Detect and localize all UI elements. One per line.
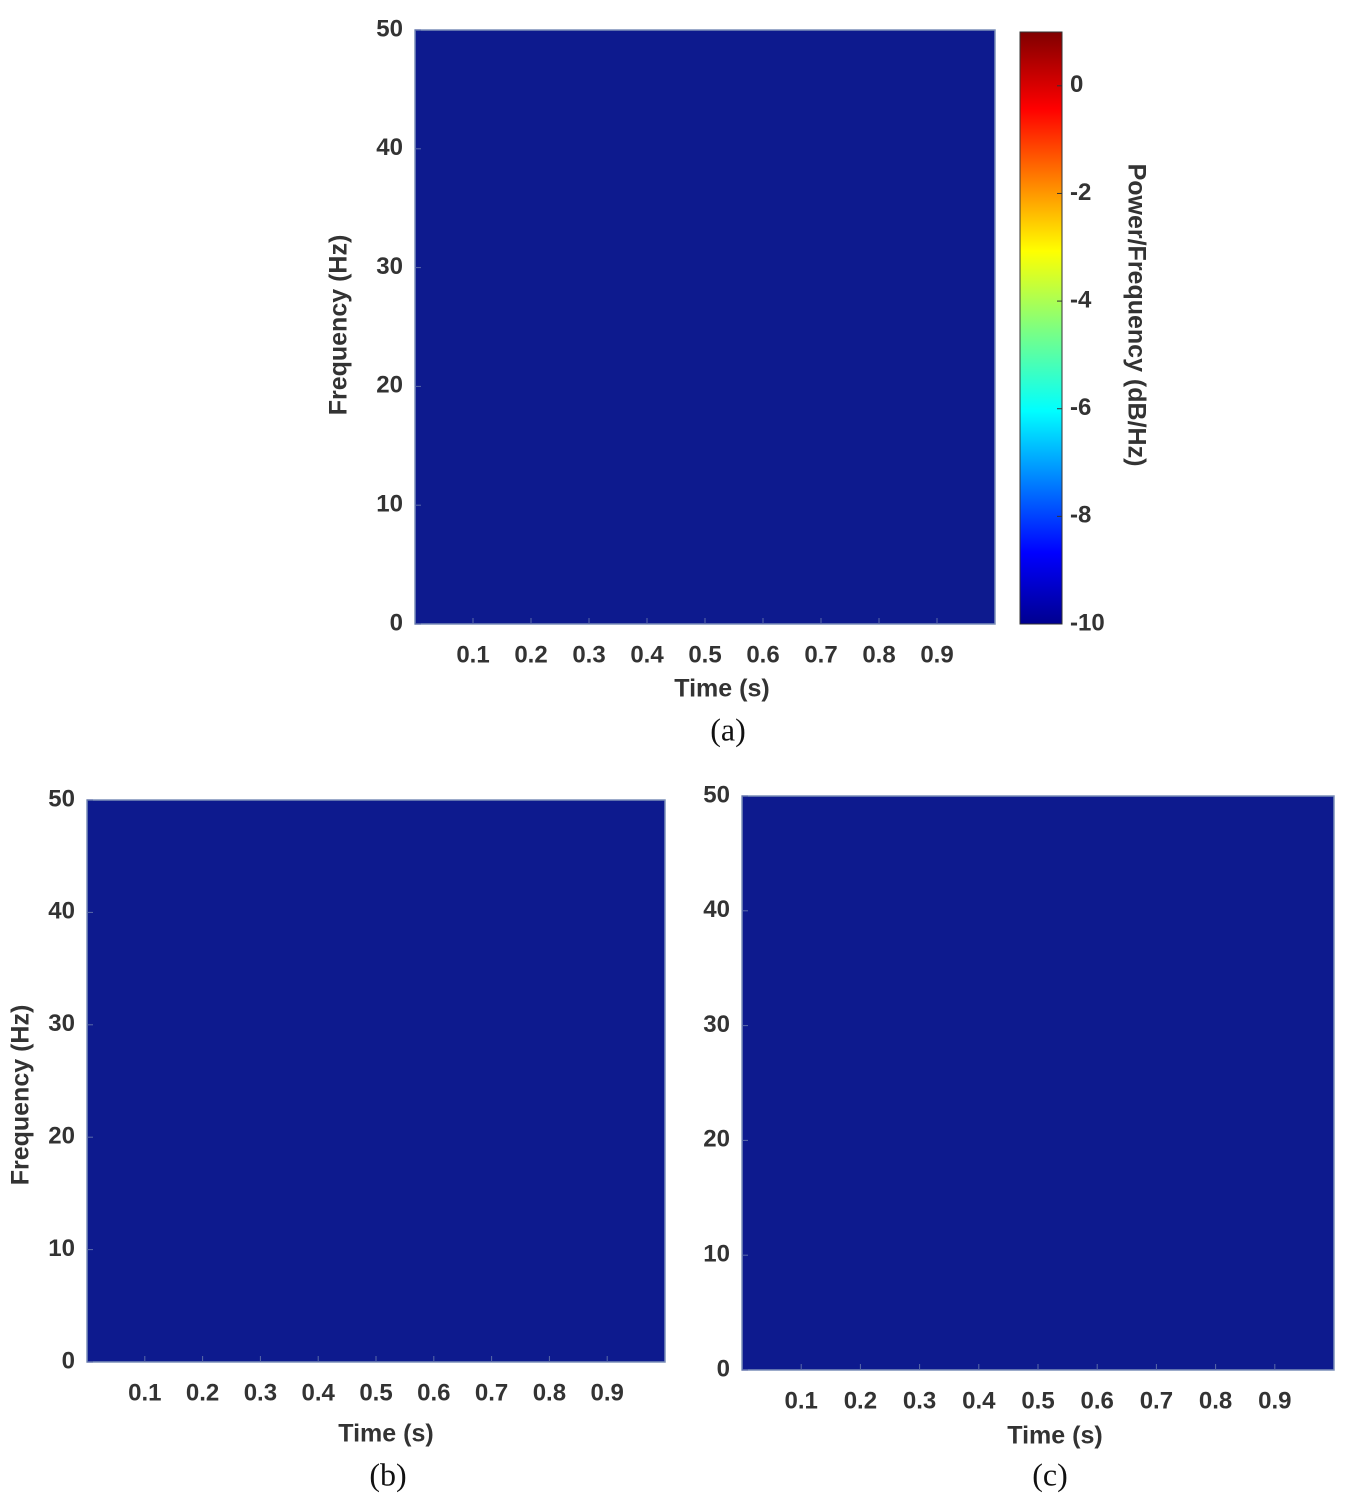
x-tick-label: 0.6: [417, 1379, 450, 1406]
colorbar-label: Power/Frequency (dB/Hz): [1122, 164, 1150, 467]
y-tick-label: 40: [703, 896, 730, 923]
panel-caption: (c): [1032, 1456, 1068, 1492]
x-tick-label: 0.8: [533, 1379, 566, 1406]
x-tick-label: 0.2: [186, 1379, 219, 1406]
y-tick-label: 30: [703, 1011, 730, 1038]
x-tick-label: 0.8: [1199, 1387, 1232, 1414]
x-tick-label: 0.3: [903, 1387, 936, 1414]
y-axis-label: Frequency (Hz): [325, 235, 353, 416]
x-tick-label: 0.5: [688, 641, 721, 668]
x-tick-label: 0.6: [1081, 1387, 1114, 1414]
x-tick-label: 0.1: [456, 641, 489, 668]
x-tick-label: 0.9: [591, 1379, 624, 1406]
x-tick-label: 0.4: [630, 641, 664, 668]
colorbar: [1019, 31, 1063, 625]
y-tick-label: 20: [703, 1126, 730, 1153]
y-tick-label: 50: [703, 781, 730, 808]
colorbar-tick-label: -6: [1070, 394, 1091, 421]
x-tick-label: 0.9: [920, 641, 953, 668]
x-tick-label: 0.5: [359, 1379, 392, 1406]
spectrogram-image: [86, 799, 666, 1363]
y-tick-label: 50: [48, 785, 75, 812]
x-axis-label: Time (s): [1007, 1422, 1102, 1450]
y-tick-label: 20: [48, 1123, 75, 1150]
x-tick-label: 0.7: [475, 1379, 508, 1406]
y-tick-label: 40: [376, 134, 403, 161]
colorbar-tick-label: -2: [1070, 179, 1091, 206]
y-tick-label: 0: [390, 609, 403, 636]
y-tick-label: 40: [48, 898, 75, 925]
colorbar-tick-label: 0: [1070, 71, 1083, 98]
spectrogram-image: [414, 29, 996, 625]
y-axis-label: Frequency (Hz): [7, 1005, 35, 1186]
x-tick-label: 0.6: [746, 641, 779, 668]
x-tick-label: 0.3: [572, 641, 605, 668]
y-tick-label: 0: [717, 1355, 730, 1382]
x-tick-label: 0.3: [244, 1379, 277, 1406]
x-tick-label: 0.2: [844, 1387, 877, 1414]
x-tick-label: 0.8: [862, 641, 895, 668]
colorbar-tick-label: -8: [1070, 502, 1091, 529]
colorbar-tick-label: -4: [1070, 286, 1092, 313]
y-tick-label: 30: [376, 253, 403, 280]
x-axis-label: Time (s): [338, 1420, 433, 1448]
y-tick-label: 10: [48, 1235, 75, 1262]
panel-caption: (a): [710, 711, 746, 747]
x-tick-label: 0.4: [302, 1379, 336, 1406]
x-tick-label: 0.7: [804, 641, 837, 668]
x-axis-label: Time (s): [674, 675, 769, 703]
y-tick-label: 20: [376, 372, 403, 399]
y-tick-label: 50: [376, 15, 403, 42]
y-tick-label: 30: [48, 1010, 75, 1037]
y-tick-label: 10: [703, 1241, 730, 1268]
x-tick-label: 0.2: [514, 641, 547, 668]
spectrogram-image: [741, 795, 1335, 1371]
x-tick-label: 0.7: [1140, 1387, 1173, 1414]
panel-caption: (b): [369, 1456, 406, 1492]
x-tick-label: 0.1: [128, 1379, 161, 1406]
colorbar-tick-label: -10: [1070, 609, 1105, 636]
x-tick-label: 0.1: [785, 1387, 818, 1414]
x-tick-label: 0.9: [1258, 1387, 1291, 1414]
x-tick-label: 0.5: [1021, 1387, 1054, 1414]
y-tick-label: 0: [62, 1347, 75, 1374]
y-tick-label: 10: [376, 491, 403, 518]
x-tick-label: 0.4: [962, 1387, 996, 1414]
